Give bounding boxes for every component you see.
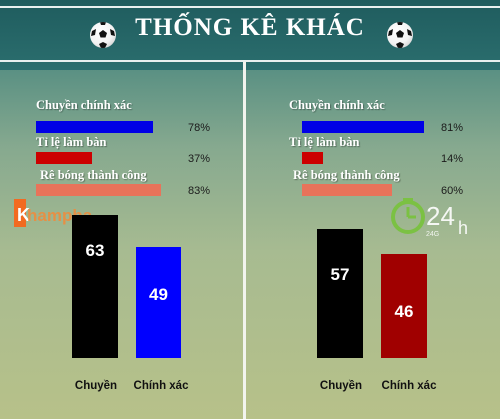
chart-bar-accurate: 46	[381, 253, 427, 358]
chart-bar-accurate: 49	[136, 246, 181, 358]
stat-label: Rê bóng thành công	[293, 168, 400, 182]
x-tick-label: Chuyền	[319, 380, 363, 392]
chart-bar-passes: 57	[317, 228, 363, 358]
stat-value: 81%	[441, 122, 464, 134]
bar-value-label: 57	[330, 264, 350, 284]
page-title: THỐNG KÊ KHÁC	[135, 14, 365, 41]
x-tick-label: Chính xác	[381, 380, 437, 392]
chart-bar-passes: 63	[72, 214, 118, 358]
svg-text:24G: 24G	[426, 231, 439, 238]
x-tick-label: Chuyền	[74, 380, 118, 392]
stat-label: Tỉ lệ làm bàn	[36, 135, 107, 149]
header-bottom-line	[0, 60, 500, 62]
header-banner: THỐNG KÊ KHÁC	[0, 0, 500, 70]
stat-label: Rê bóng thành công	[40, 168, 147, 182]
stat-bar	[302, 152, 323, 164]
stat-label: Tỉ lệ làm bàn	[289, 135, 360, 149]
stat-value: 14%	[441, 153, 464, 165]
soccer-ball-icon	[387, 22, 413, 48]
stat-bar	[302, 184, 392, 196]
bar-value-label: 63	[85, 240, 105, 260]
stat-value: 78%	[188, 122, 211, 134]
svg-text:h: h	[458, 218, 468, 238]
bar-value-label: 46	[394, 301, 414, 321]
stat-bar	[302, 121, 424, 133]
stat-value: 60%	[441, 185, 464, 197]
stat-label: Chuyền chính xác	[289, 98, 385, 112]
stat-label: Chuyền chính xác	[36, 98, 132, 112]
stat-bar	[36, 184, 161, 196]
soccer-ball-icon	[90, 22, 116, 48]
stat-value: 83%	[188, 185, 211, 197]
svg-text:24: 24	[426, 201, 455, 231]
x-tick-label: Chính xác	[133, 380, 189, 392]
header-top-line	[0, 6, 500, 8]
stat-bar	[36, 152, 92, 164]
panel-divider	[243, 62, 246, 419]
stat-bar	[36, 121, 153, 133]
svg-text:K: K	[17, 205, 30, 225]
bar-value-label: 49	[149, 284, 168, 304]
24h-logo: 24 h 24G	[391, 198, 468, 238]
stat-value: 37%	[188, 153, 211, 165]
